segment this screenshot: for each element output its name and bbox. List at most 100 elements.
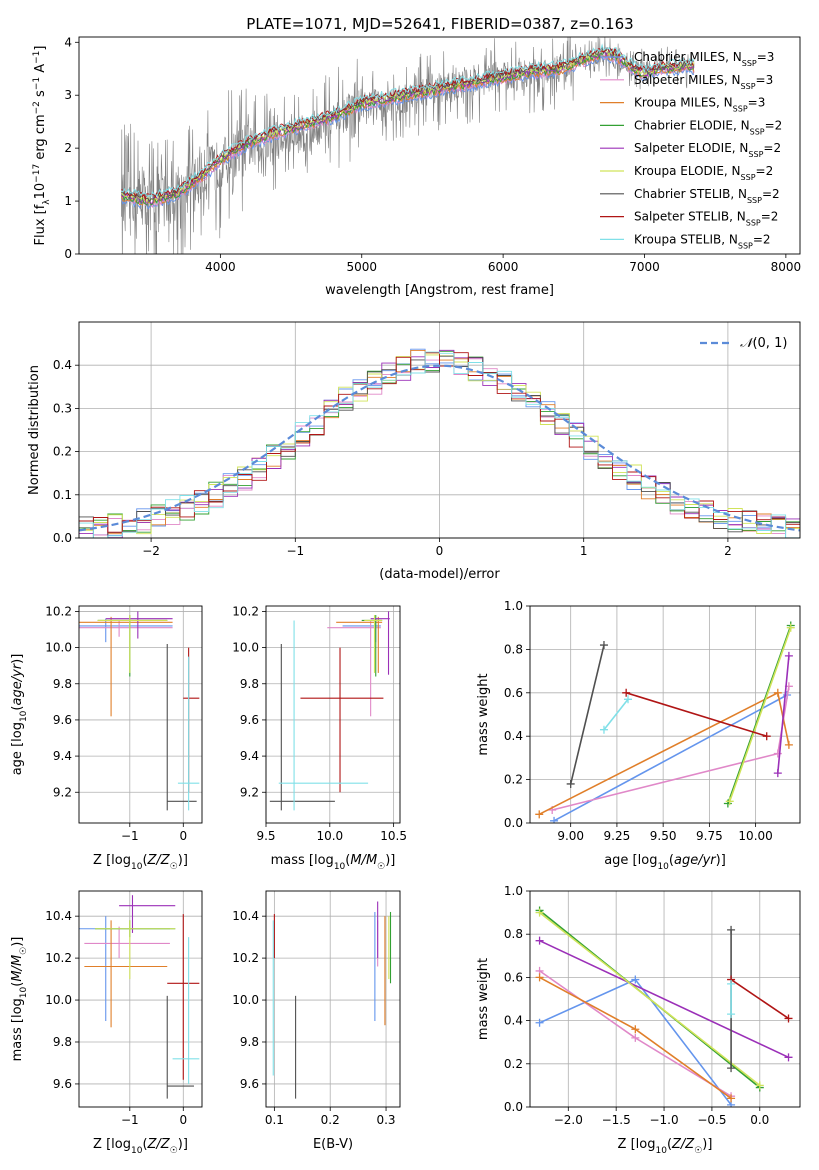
y-axis-label: mass weight	[476, 958, 491, 1040]
x-tick-label: 10.0	[316, 829, 343, 843]
plus-marker	[624, 695, 633, 704]
axes-frame	[265, 890, 401, 1108]
plus-marker	[535, 810, 544, 819]
plot-content	[535, 621, 795, 823]
plus-marker	[773, 769, 782, 778]
y-tick-label: 9.6	[53, 1077, 72, 1091]
plot-content	[79, 611, 200, 811]
model-line	[121, 46, 695, 203]
x-tick-label: 10.5	[380, 829, 407, 843]
figure-title: PLATE=1071, MJD=52641, FIBERID=0387, z=0…	[246, 15, 633, 33]
x-axis-label: (data-model)/error	[379, 567, 500, 582]
panel-mass-vs-Z: −1 0 9.6 9.8 10.0 10.2 10.4 Z [log10(Z/Z☉)] mass…	[10, 890, 203, 1156]
series-line	[603, 698, 629, 731]
x-axis-label: age [log10(age/yr)]	[604, 853, 726, 872]
y-tick-label: 0.0	[504, 816, 523, 830]
y-tick-label: 0	[64, 247, 72, 261]
panel-age-vs-Z: −1 0 9.2 9.4 9.6 9.8 10.0 10.2 Z [log10(Z/Z☉)] ag…	[10, 604, 203, 872]
y-tick-label: 10.2	[45, 604, 72, 618]
y-tick-label: 10.0	[45, 641, 72, 655]
y-tick-label: 9.8	[53, 1035, 72, 1049]
legend-label: Kroupa STELIB, NSSP=2	[634, 232, 771, 250]
x-tick-label: 7000	[629, 260, 660, 274]
x-tick-label: 5000	[346, 260, 377, 274]
y-tick-label: 0.8	[504, 927, 523, 941]
y-tick-label: 9.6	[240, 1077, 259, 1091]
legend-label: Chabrier STELIB, NSSP=2	[634, 187, 780, 205]
y-tick-label: 0.4	[504, 1014, 523, 1028]
plot-content	[120, 37, 695, 254]
x-tick-label: 10.00	[738, 829, 772, 843]
plus-marker	[762, 732, 771, 741]
y-tick-label: 0.6	[504, 686, 523, 700]
plus-marker	[725, 797, 734, 806]
plus-marker	[727, 979, 736, 988]
x-tick-label: 9.00	[557, 829, 584, 843]
plus-marker	[784, 1014, 793, 1023]
legend-label: Kroupa ELODIE, NSSP=2	[634, 164, 773, 182]
plus-marker	[599, 641, 608, 650]
x-tick-label: 0.0	[750, 1113, 769, 1127]
x-axis-label: Z [log10(Z/Z☉)]	[93, 1137, 188, 1156]
model-line	[121, 49, 695, 204]
x-tick-label: 9.75	[696, 829, 723, 843]
y-tick-label: 10.0	[45, 993, 72, 1007]
plus-marker	[631, 975, 640, 984]
x-tick-label: 0	[179, 829, 187, 843]
plus-marker	[727, 1064, 736, 1073]
x-tick-label: 9.50	[650, 829, 677, 843]
legend-label: Chabrier MILES, NSSP=3	[634, 50, 774, 68]
x-tick-label: −0.5	[697, 1113, 726, 1127]
plus-marker	[566, 779, 575, 788]
model-line	[121, 43, 695, 198]
x-tick-label: 8000	[771, 260, 802, 274]
legend-label: Salpeter MILES, NSSP=3	[634, 73, 773, 91]
series-line	[728, 627, 792, 802]
y-tick-label: 0.3	[53, 401, 72, 415]
x-axis-label: Z [log10(Z/Z☉)]	[618, 1137, 713, 1156]
y-tick-label: 10.2	[232, 604, 259, 618]
x-tick-label: −1.5	[602, 1113, 631, 1127]
plus-marker	[784, 740, 793, 749]
y-tick-label: 0.0	[504, 1100, 523, 1114]
series-line	[625, 692, 767, 737]
y-axis-label: mass weight	[476, 673, 491, 755]
plus-marker	[727, 1010, 736, 1019]
series-line	[553, 694, 788, 822]
y-tick-label: 0.2	[504, 773, 523, 787]
y-tick-label: 1	[64, 194, 72, 208]
data-spectrum-line	[121, 37, 695, 254]
plus-marker	[550, 816, 559, 823]
y-tick-label: 9.4	[53, 749, 72, 763]
x-tick-label: 6000	[488, 260, 519, 274]
y-tick-label: 9.8	[240, 677, 259, 691]
legend-label: Kroupa MILES, NSSP=3	[634, 96, 765, 114]
plus-marker	[599, 725, 608, 734]
legend-label: Salpeter STELIB, NSSP=2	[634, 210, 778, 228]
y-tick-label: 10.4	[45, 909, 72, 923]
y-axis-label: Normed distribution	[27, 365, 42, 495]
plot-content	[535, 906, 793, 1107]
plus-marker	[784, 651, 793, 660]
x-tick-label: 0.1	[265, 1113, 284, 1127]
x-tick-label: 9.5	[256, 829, 275, 843]
plus-marker	[773, 749, 782, 758]
plus-marker	[631, 1033, 640, 1042]
axes-frame	[78, 605, 203, 824]
legend-label: Chabrier ELODIE, NSSP=2	[634, 118, 782, 136]
plus-marker	[773, 688, 782, 697]
axes-frame	[78, 890, 203, 1108]
legend-label: 𝒩(0, 1)	[740, 336, 787, 351]
x-axis-label: Z [log10(Z/Z☉)]	[93, 853, 188, 872]
x-tick-label: 4000	[205, 260, 236, 274]
y-tick-label: 9.2	[240, 785, 259, 799]
x-tick-label: −2	[142, 544, 160, 558]
plus-marker	[727, 925, 736, 934]
y-tick-label: 10.2	[45, 951, 72, 965]
y-tick-label: 2	[64, 141, 72, 155]
y-tick-label: 4	[64, 35, 72, 49]
model-line	[121, 50, 695, 206]
panel-age-vs-mass: 9.5 10.0 10.5 9.2 9.4 9.6 9.8 10.0 10.2 mass [log…	[232, 604, 407, 872]
series-line	[539, 911, 761, 1087]
y-tick-label: 0.2	[504, 1057, 523, 1071]
